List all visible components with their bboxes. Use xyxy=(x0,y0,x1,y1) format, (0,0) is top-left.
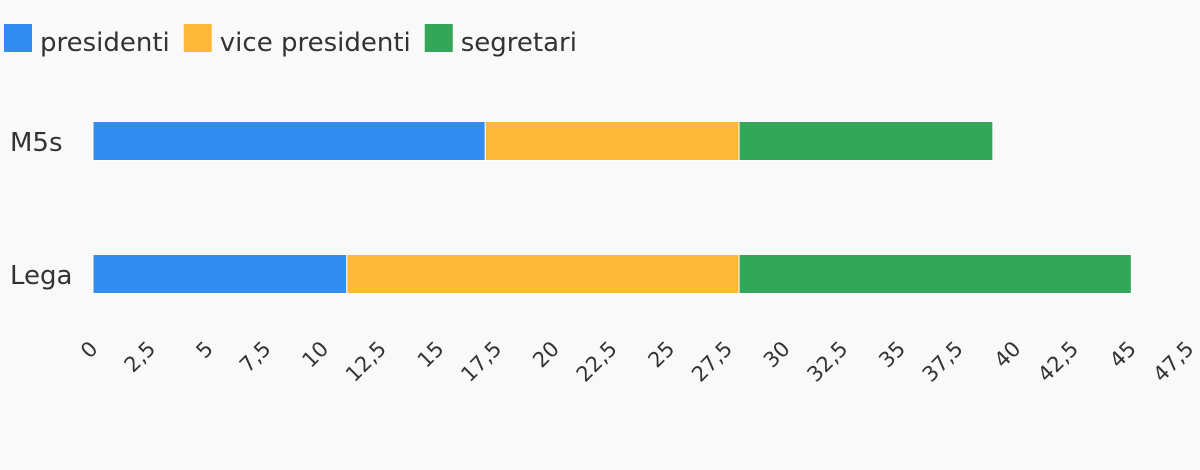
x-tick-label-13: 32,5 xyxy=(802,337,852,387)
category-axis-labels: M5s Lega xyxy=(10,128,72,291)
x-tick-label-9: 22,5 xyxy=(572,337,622,387)
x-tick-label-6: 15 xyxy=(413,337,449,373)
x-tick-label-4: 10 xyxy=(297,337,333,373)
legend-swatch-2 xyxy=(424,24,453,52)
x-tick-label-19: 47,5 xyxy=(1148,337,1198,387)
legend-label-1: vice presidenti xyxy=(220,28,411,58)
x-tick-label-5: 12,5 xyxy=(341,337,391,387)
bar-m5s-1 xyxy=(484,121,740,161)
chart-bars xyxy=(92,121,1132,294)
x-tick-label-3: 7,5 xyxy=(235,337,276,378)
bar-m5s-0 xyxy=(92,121,486,161)
bar-m5s-2 xyxy=(738,121,994,161)
bar-lega-1 xyxy=(346,254,740,294)
x-tick-label-2: 5 xyxy=(191,337,217,363)
bar-lega-2 xyxy=(738,254,1132,294)
legend-swatch-1 xyxy=(183,24,212,52)
x-tick-label-17: 42,5 xyxy=(1033,337,1083,387)
category-label-1: Lega xyxy=(10,261,72,291)
category-label-0: M5s xyxy=(10,128,63,158)
x-tick-label-0: 0 xyxy=(76,337,102,363)
chart-legend: presidenti vice presidenti segretari xyxy=(4,24,577,58)
legend-label-0: presidenti xyxy=(40,28,170,58)
x-tick-label-18: 45 xyxy=(1105,337,1141,373)
x-tick-label-11: 27,5 xyxy=(687,337,737,387)
legend-label-2: segretari xyxy=(461,28,577,58)
x-tick-label-1: 2,5 xyxy=(120,337,161,378)
legend-swatch-0 xyxy=(4,24,32,52)
x-tick-label-14: 35 xyxy=(874,337,910,373)
bar-lega-0 xyxy=(92,254,348,294)
x-tick-label-8: 20 xyxy=(528,337,564,373)
x-tick-label-10: 25 xyxy=(644,337,680,373)
x-axis-ticks: 0 2,5 5 7,5 10 12,5 15 17,5 20 22,5 25 27,5 30 32,5 35… xyxy=(76,337,1198,387)
x-tick-label-7: 17,5 xyxy=(456,337,506,387)
x-tick-label-15: 37,5 xyxy=(918,337,968,387)
x-tick-label-16: 40 xyxy=(990,337,1026,373)
x-tick-label-12: 30 xyxy=(759,337,795,373)
